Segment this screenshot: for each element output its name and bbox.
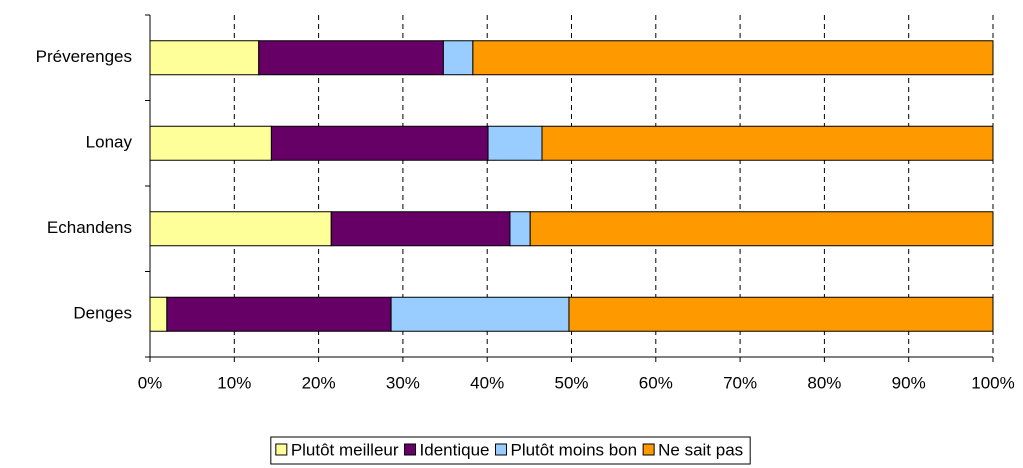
bar-segment xyxy=(442,40,474,76)
legend-swatch xyxy=(404,443,417,456)
bar-segment xyxy=(541,125,994,161)
x-tick-label: 0% xyxy=(138,373,163,392)
x-tick-label: 10% xyxy=(217,373,251,392)
bar-segment xyxy=(166,296,392,332)
x-tick-label: 100% xyxy=(971,373,1014,392)
bar-segment xyxy=(270,125,489,161)
legend-box xyxy=(270,436,751,465)
bar-segment xyxy=(149,125,272,161)
x-tick-label: 80% xyxy=(807,373,841,392)
x-tick-label: 20% xyxy=(302,373,336,392)
bar-segment xyxy=(258,40,444,76)
legend-swatch xyxy=(642,443,655,456)
bar-segment xyxy=(568,296,994,332)
y-tick-label: Denges xyxy=(73,304,132,323)
bar-segment xyxy=(149,40,260,76)
bar-segment xyxy=(487,125,543,161)
bar-segment xyxy=(472,40,994,76)
legend-label: Ne sait pas xyxy=(658,440,743,459)
x-tick-label: 70% xyxy=(723,373,757,392)
bar-segment xyxy=(149,211,332,247)
bar-segment xyxy=(529,211,994,247)
x-tick-label: 90% xyxy=(892,373,926,392)
x-tick-label: 30% xyxy=(386,373,420,392)
y-tick-label: Préverenges xyxy=(36,47,132,66)
bar-segment xyxy=(330,211,511,247)
legend-label: Plutôt meilleur xyxy=(291,440,399,459)
x-tick-label: 60% xyxy=(639,373,673,392)
y-tick-label: Echandens xyxy=(47,218,132,237)
y-tick-label: Lonay xyxy=(86,133,133,152)
legend: Plutôt meilleur Identique Plutôt moins bon… xyxy=(270,436,751,465)
legend-swatch xyxy=(494,443,507,456)
legend-label: Plutôt moins bon xyxy=(510,440,637,459)
bar-segment xyxy=(149,296,168,332)
bar-segment xyxy=(390,296,570,332)
bar-segment xyxy=(509,211,531,247)
x-tick-label: 50% xyxy=(554,373,588,392)
legend-label: Identique xyxy=(420,440,490,459)
legend-swatch xyxy=(275,443,288,456)
x-tick-label: 40% xyxy=(470,373,504,392)
